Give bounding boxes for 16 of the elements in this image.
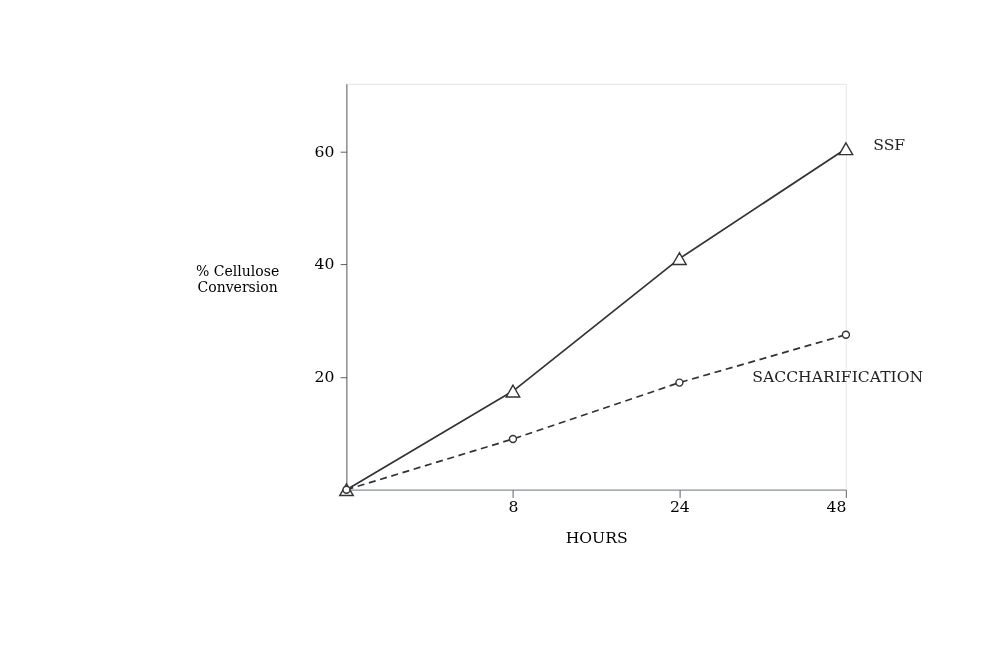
point — [838, 142, 854, 156]
point — [675, 378, 684, 387]
series-label: SACCHARIFICATION — [752, 368, 924, 387]
y-tick-label: 40 — [314, 255, 335, 274]
y-tick-label: 60 — [314, 142, 335, 161]
x-axis-title: HOURS — [565, 529, 628, 548]
point — [505, 384, 521, 398]
y-axis-title: % Cellulose Conversion — [195, 263, 280, 295]
point — [841, 330, 851, 339]
point — [671, 252, 687, 266]
point — [508, 434, 518, 444]
series-label: SSF — [873, 135, 906, 154]
y-tick-label: 20 — [314, 368, 335, 387]
x-tick-label: 48 — [826, 497, 847, 516]
x-tick-label: 8 — [508, 497, 519, 516]
x-tick-label: 24 — [669, 497, 690, 516]
